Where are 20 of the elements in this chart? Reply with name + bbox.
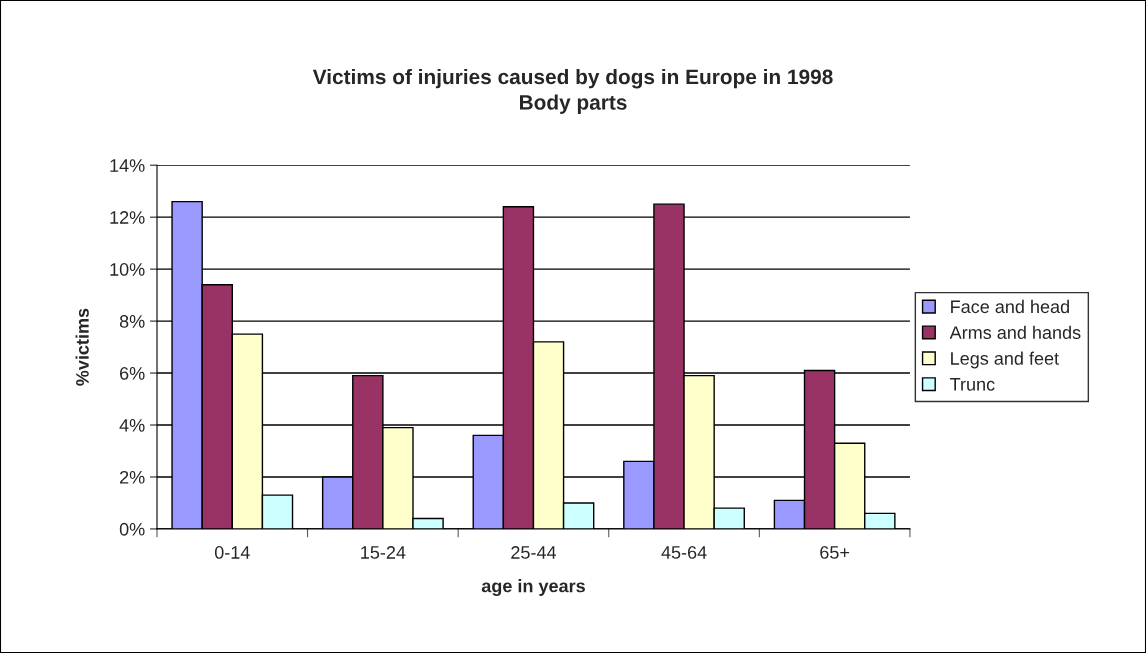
y-tick-label: 12% — [110, 211, 145, 224]
y-tick-label: 14% — [110, 159, 145, 172]
x-tick-label: 45-64 — [661, 546, 707, 559]
legend-label: Arms and hands — [949, 325, 1081, 339]
legend-label: Legs and feet — [951, 351, 1059, 369]
x-axis-title: age in years — [481, 579, 585, 596]
y-tick-label: 2% — [120, 470, 145, 484]
y-axis-title: %victims — [75, 308, 89, 386]
legend-label: Trunc — [950, 378, 995, 391]
legend-label: Face and head — [951, 299, 1069, 314]
y-tick-label: 10% — [110, 263, 145, 276]
x-tick-label: 15-24 — [361, 546, 406, 559]
y-tick-label: 0% — [119, 522, 145, 536]
y-tick-label: 6% — [120, 366, 145, 380]
x-tick-label: 25-44 — [511, 546, 557, 559]
x-tick-label: 0-14 — [214, 546, 250, 559]
y-tick-label: 4% — [119, 419, 145, 432]
y-tick-label: 8% — [119, 315, 145, 328]
chart-title: Victims of injuries caused by dogs in Europe in 1998 Body parts — [312, 68, 833, 114]
x-tick-label: 65+ — [820, 546, 850, 559]
